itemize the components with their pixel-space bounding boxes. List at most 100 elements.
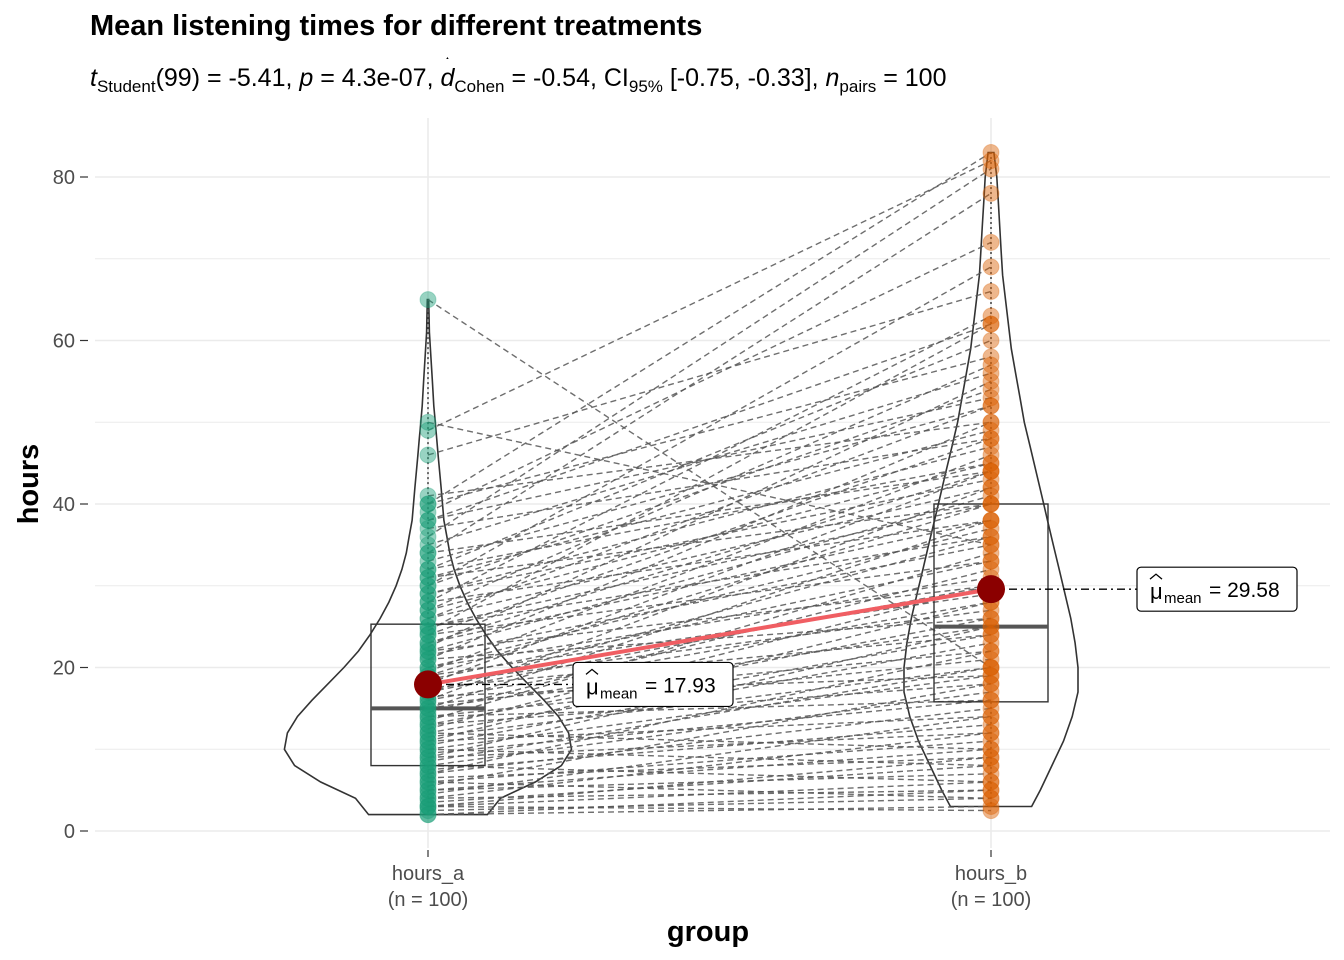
paired-line bbox=[427, 160, 992, 432]
paired-line bbox=[427, 241, 992, 513]
point-hours_b bbox=[982, 536, 1000, 554]
y-tick-label: 60 bbox=[53, 331, 75, 353]
point-hours_b bbox=[982, 708, 1000, 726]
paired-line bbox=[427, 462, 992, 611]
paired-line bbox=[427, 478, 992, 595]
point-hours_a bbox=[419, 699, 437, 717]
point-hours_a bbox=[419, 638, 437, 656]
point-hours_b bbox=[982, 462, 1000, 480]
paired-line bbox=[427, 805, 992, 816]
point-hours_a bbox=[419, 544, 437, 562]
point-hours_b bbox=[982, 184, 1000, 202]
paired-line bbox=[427, 437, 992, 530]
point-hours_b bbox=[982, 802, 1000, 820]
point-hours_a bbox=[419, 626, 437, 644]
point-hours_a bbox=[419, 634, 437, 652]
point-hours_b bbox=[982, 495, 1000, 513]
point-hours_a bbox=[419, 601, 437, 619]
paired-line bbox=[427, 732, 992, 799]
point-hours_a bbox=[419, 716, 437, 734]
point-hours_a bbox=[419, 806, 437, 824]
point-hours_b bbox=[982, 724, 1000, 742]
mean-label-value: = 17.93 bbox=[645, 674, 716, 697]
point-hours_b bbox=[982, 699, 1000, 717]
paired-line bbox=[427, 699, 992, 755]
point-hours_a bbox=[419, 536, 437, 554]
point-hours_a bbox=[419, 528, 437, 546]
paired-line bbox=[427, 748, 992, 767]
point-hours_a bbox=[419, 618, 437, 636]
point-hours_a bbox=[419, 773, 437, 791]
point-hours_b bbox=[982, 511, 1000, 529]
point-hours_a bbox=[419, 569, 437, 587]
points-group bbox=[419, 143, 1000, 824]
point-hours_b bbox=[982, 552, 1000, 570]
y-tick-label: 20 bbox=[53, 658, 75, 680]
point-hours_b bbox=[982, 773, 1000, 791]
point-hours_a bbox=[419, 650, 437, 668]
y-tick-label: 80 bbox=[53, 167, 75, 189]
point-hours_b bbox=[982, 691, 1000, 709]
point-hours_a bbox=[419, 777, 437, 795]
paired-line bbox=[427, 715, 992, 742]
x-tick-label-line: (n = 100) bbox=[951, 889, 1032, 911]
mean-label-subscript: mean bbox=[1164, 590, 1202, 607]
point-hours_a bbox=[419, 797, 437, 815]
point-hours_a bbox=[419, 765, 437, 783]
point-hours_b bbox=[982, 618, 1000, 636]
point-hours_b bbox=[982, 683, 1000, 701]
paired-line bbox=[427, 732, 992, 759]
point-hours_b bbox=[982, 233, 1000, 251]
point-hours_b bbox=[982, 520, 1000, 538]
point-hours_b bbox=[982, 609, 1000, 627]
point-hours_b bbox=[982, 372, 1000, 390]
paired-line bbox=[427, 486, 992, 701]
point-hours_a bbox=[419, 503, 437, 521]
point-hours_b bbox=[982, 626, 1000, 644]
paired-line bbox=[427, 781, 992, 799]
point-hours_b bbox=[982, 143, 1000, 161]
point-hours_a bbox=[419, 712, 437, 730]
point-hours_a bbox=[419, 797, 437, 815]
paired-line bbox=[427, 789, 992, 799]
point-hours_a bbox=[419, 634, 437, 652]
paired-line bbox=[427, 519, 992, 603]
mean-point-hours_a bbox=[414, 670, 442, 699]
point-hours_a bbox=[419, 773, 437, 791]
mean-connecting-line bbox=[427, 587, 992, 687]
point-hours_b bbox=[982, 740, 1000, 758]
point-hours_b bbox=[982, 659, 1000, 676]
paired-line bbox=[427, 266, 992, 587]
point-hours_a bbox=[419, 740, 437, 758]
point-hours_a bbox=[419, 511, 437, 529]
point-hours_a bbox=[419, 806, 437, 824]
point-hours_a bbox=[419, 724, 437, 742]
point-hours_a bbox=[419, 757, 437, 775]
x-tick-label-line: hours_b bbox=[955, 863, 1027, 885]
point-hours_a bbox=[419, 744, 437, 762]
point-hours_b bbox=[982, 781, 1000, 799]
point-hours_a bbox=[419, 552, 437, 570]
point-hours_b bbox=[982, 773, 1000, 791]
point-hours_b bbox=[982, 789, 1000, 807]
point-hours_b bbox=[982, 315, 1000, 333]
paired-line bbox=[427, 421, 992, 546]
point-hours_a bbox=[419, 757, 437, 775]
point-hours_a bbox=[419, 789, 437, 807]
n-subscript: pairs bbox=[839, 77, 877, 96]
point-hours_b bbox=[982, 364, 1000, 382]
point-hours_b bbox=[982, 487, 1000, 505]
paired-line bbox=[427, 356, 992, 505]
point-hours_a bbox=[419, 724, 437, 742]
point-hours_a bbox=[419, 797, 437, 815]
paired-line bbox=[427, 634, 992, 689]
x-axis-title: group bbox=[667, 916, 749, 948]
point-hours_a bbox=[419, 560, 437, 578]
paired-line bbox=[427, 429, 992, 579]
point-hours_a bbox=[419, 421, 437, 439]
point-hours_b bbox=[982, 716, 1000, 734]
x-tick-label: hours_a (n = 100) bbox=[388, 863, 469, 911]
chart-subtitle: tStudent(99) = -5.41, p = 4.3e-07, dCohe… bbox=[90, 64, 946, 97]
